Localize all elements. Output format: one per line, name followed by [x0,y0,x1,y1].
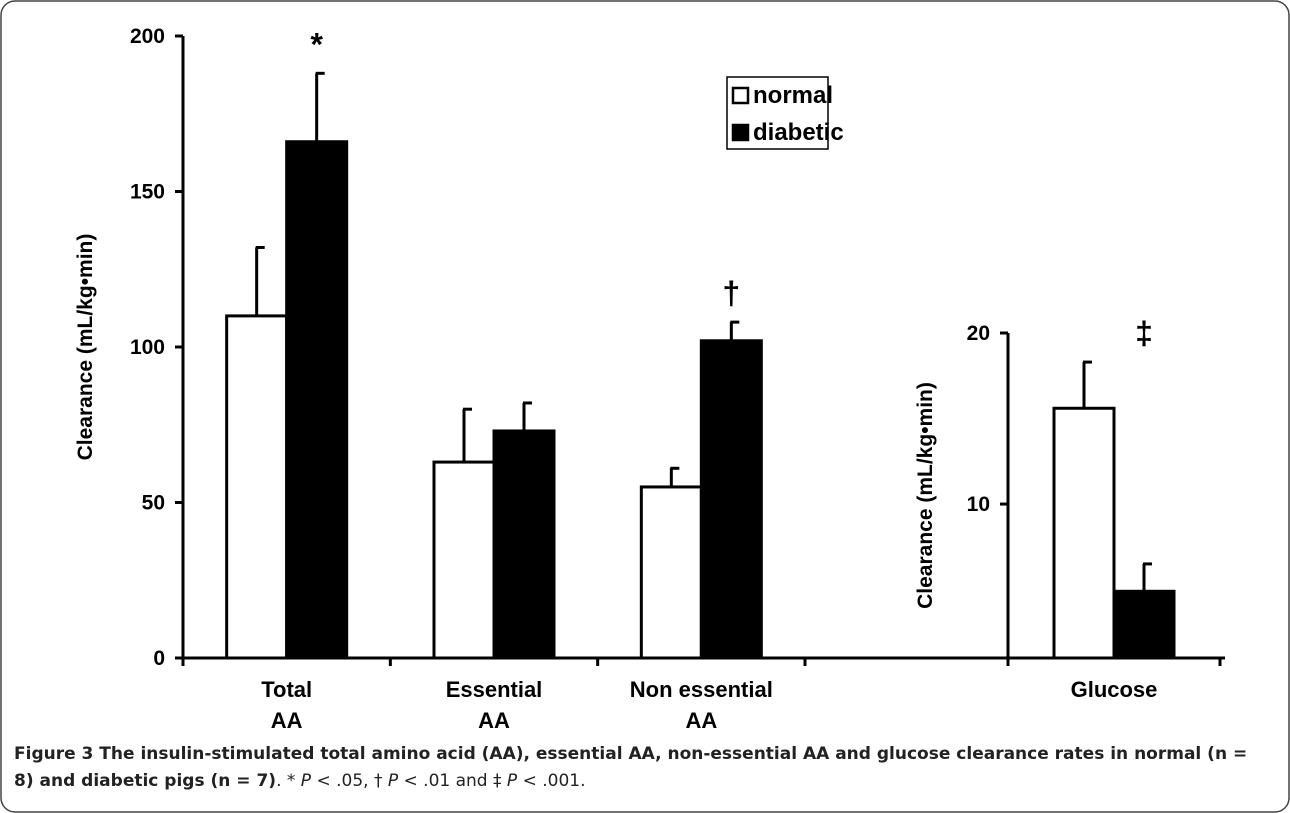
legend-label: normal [753,82,833,109]
y-tick-label: 150 [130,181,165,204]
bar [225,314,289,660]
caption-text: P [387,771,399,791]
y-tick-label: 0 [153,647,165,670]
bar [432,460,496,660]
bar [1112,589,1176,660]
bar [285,140,349,660]
caption-text: P [506,771,518,791]
y-tick-label: 200 [130,25,165,48]
caption-text: P [300,771,312,791]
y-axis-label: Clearance (mL/kg•min) [914,382,937,609]
caption-text: < .01 and ‡ [398,771,507,791]
annotation: * [310,26,323,62]
legend-swatch [731,123,750,142]
bar [699,339,763,660]
x-tick-label: Glucose [1071,677,1158,702]
caption-text: < .05, † [311,771,388,791]
y-tick-label: 20 [967,322,990,345]
bar [1052,406,1116,660]
x-tick-label: Essential AA [446,677,543,733]
y-tick-label: 50 [142,492,165,515]
y-axis-label: Clearance (mL/kg•min) [74,234,97,461]
bar [492,429,556,660]
caption-text: . * [276,771,301,791]
annotation: ‡ [1135,315,1153,351]
legend-label: diabetic [753,119,844,146]
bar [639,485,703,660]
annotation: † [722,275,740,311]
legend-swatch [731,86,750,105]
x-tick-label: Non essential AA [630,677,773,733]
x-tick-label: Total AA [261,677,312,733]
y-tick-label: 10 [967,493,990,516]
caption: Figure 3 The insulin-stimulated total am… [14,741,1266,795]
caption-text: Figure 3 The insulin-stimulated total am… [14,744,1248,791]
y-tick-label: 100 [130,336,165,359]
caption-text: < .001. [517,771,586,791]
